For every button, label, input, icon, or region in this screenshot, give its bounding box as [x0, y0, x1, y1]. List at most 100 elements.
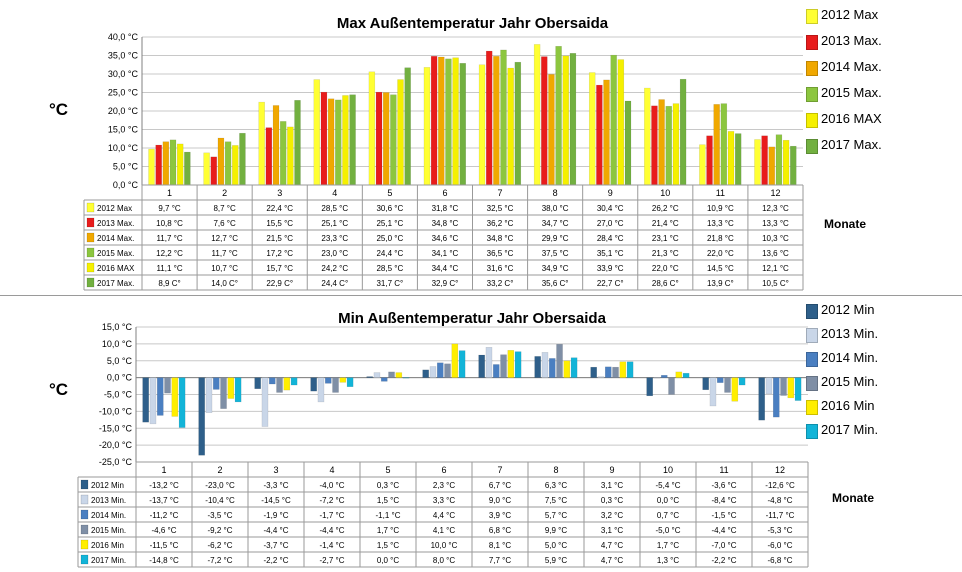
- bar-2014-max-: [327, 98, 335, 186]
- bar-2014-min-: [156, 377, 164, 416]
- data-label: -2,7 °C: [320, 556, 345, 565]
- data-label: 0,0 °C: [657, 496, 680, 505]
- data-label: -1,5 °C: [712, 511, 737, 520]
- data-label: 24,2 °C: [321, 264, 348, 273]
- bar-2017-min-: [234, 377, 242, 403]
- data-label: -3,7 °C: [264, 541, 289, 550]
- x-tick-label: 11: [716, 188, 725, 198]
- data-label: -2,2 °C: [264, 556, 289, 565]
- bar-2013-min-: [205, 377, 213, 413]
- data-label: 3,2 °C: [601, 511, 624, 520]
- data-label: -2,2 °C: [712, 556, 737, 565]
- legend-swatch: [806, 376, 818, 391]
- bar-2016-max: [562, 55, 569, 186]
- data-label: 4,7 °C: [601, 556, 624, 565]
- data-label: 9,9 °C: [545, 526, 568, 535]
- table-series-name: 2012 Min: [91, 481, 124, 490]
- x-tick-label: 9: [608, 188, 613, 198]
- bar-2017-min-: [290, 377, 298, 386]
- y-tick-label: 15,0 °C: [108, 125, 139, 135]
- data-label: 3,1 °C: [601, 526, 624, 535]
- max-chart-xlabel: Monate: [824, 217, 866, 231]
- x-tick-label: 12: [770, 188, 780, 198]
- bar-2017-min-: [682, 372, 690, 378]
- bar-2013-max-: [485, 50, 493, 186]
- table-series-swatch: [80, 554, 89, 565]
- data-label: 9,0 °C: [489, 496, 512, 505]
- bar-2012-min: [254, 377, 261, 390]
- bar-2012-max: [423, 67, 431, 186]
- bar-2016-max: [176, 143, 184, 186]
- bar-2017-min-: [626, 361, 634, 378]
- chart-title: Min Außentemperatur Jahr Obersaida: [338, 310, 606, 327]
- legend-swatch: [806, 400, 818, 415]
- bar-2017-min-: [570, 357, 578, 378]
- bar-2015-min-: [444, 363, 451, 378]
- max-chart-svg: Max Außentemperatur Jahr Obersaida 0,0 °C…: [83, 15, 804, 291]
- y-tick-label: 10,0 °C: [108, 143, 139, 153]
- bar-2017-max-: [790, 145, 797, 186]
- y-tick-label: -15,0 °C: [99, 423, 133, 433]
- bar-2016-min: [787, 377, 795, 399]
- bar-2013-max-: [651, 105, 658, 186]
- bar-2012-min: [702, 377, 709, 391]
- data-label: 27,0 °C: [597, 219, 624, 228]
- bar-2013-max-: [155, 144, 162, 186]
- bar-2014-max-: [438, 56, 445, 186]
- bar-2012-min: [142, 377, 149, 423]
- data-label: -5,4 °C: [656, 481, 681, 490]
- data-label: 8,0 °C: [433, 556, 456, 565]
- x-tick-label: 8: [553, 188, 558, 198]
- bar-2014-max-: [548, 74, 555, 186]
- bar-2013-max-: [430, 55, 438, 186]
- data-label: 37,5 °C: [542, 249, 569, 258]
- bar-2015-max-: [720, 103, 728, 186]
- data-label: 13,9 C°: [707, 279, 734, 288]
- legend-swatch: [806, 9, 818, 24]
- table-series-swatch: [86, 247, 95, 258]
- x-tick-label: 6: [442, 188, 447, 198]
- bar-2016-max: [507, 67, 514, 186]
- bar-2013-min-: [765, 377, 773, 395]
- data-label: -3,3 °C: [264, 481, 289, 490]
- bar-2016-max: [342, 95, 349, 186]
- bar-2013-min-: [149, 377, 157, 425]
- data-label: 28,5 °C: [376, 264, 403, 273]
- data-label: -4,0 °C: [320, 481, 345, 490]
- data-label: 34,8 °C: [487, 234, 514, 243]
- data-label: 34,9 °C: [542, 264, 569, 273]
- data-label: 10,0 °C: [431, 541, 458, 550]
- x-tick-label: 2: [222, 188, 227, 198]
- data-label: 3,3 °C: [433, 496, 456, 505]
- x-tick-label: 9: [609, 465, 614, 475]
- min-chart-svg: Min Außentemperatur Jahr Obersaida -25,0 …: [77, 310, 809, 568]
- bar-2013-min-: [261, 377, 269, 427]
- bar-2015-min-: [724, 377, 731, 393]
- data-label: 36,2 °C: [487, 219, 514, 228]
- legend-swatch: [806, 304, 818, 319]
- bar-2014-max-: [382, 92, 390, 186]
- bar-2017-max-: [294, 100, 301, 186]
- data-label: 34,7 °C: [542, 219, 569, 228]
- min-temperature-chart: Min Außentemperatur Jahr Obersaida -25,0 …: [0, 297, 962, 572]
- data-label: 5,7 °C: [545, 511, 568, 520]
- y-tick-label: 40,0 °C: [108, 32, 139, 42]
- data-label: 23,3 °C: [321, 234, 348, 243]
- data-label: -4,4 °C: [712, 526, 737, 535]
- legend-label: 2014 Max.: [821, 59, 882, 74]
- data-label: 14,5 °C: [707, 264, 734, 273]
- legend-swatch: [806, 87, 818, 102]
- bar-2015-min-: [164, 377, 171, 394]
- y-tick-label: -5,0 °C: [104, 390, 133, 400]
- bar-2017-max-: [679, 78, 687, 186]
- bar-2017-max-: [569, 53, 577, 186]
- data-label: 6,8 °C: [489, 526, 512, 535]
- bar-2013-min-: [373, 372, 381, 378]
- legend-label: 2012 Min: [821, 302, 875, 317]
- data-label: -14,5 °C: [261, 496, 291, 505]
- bar-2016-max: [452, 57, 459, 186]
- data-label: -1,9 °C: [264, 511, 289, 520]
- legend-swatch: [806, 113, 818, 128]
- table-series-swatch: [86, 232, 95, 243]
- data-label: 0,0 °C: [377, 556, 400, 565]
